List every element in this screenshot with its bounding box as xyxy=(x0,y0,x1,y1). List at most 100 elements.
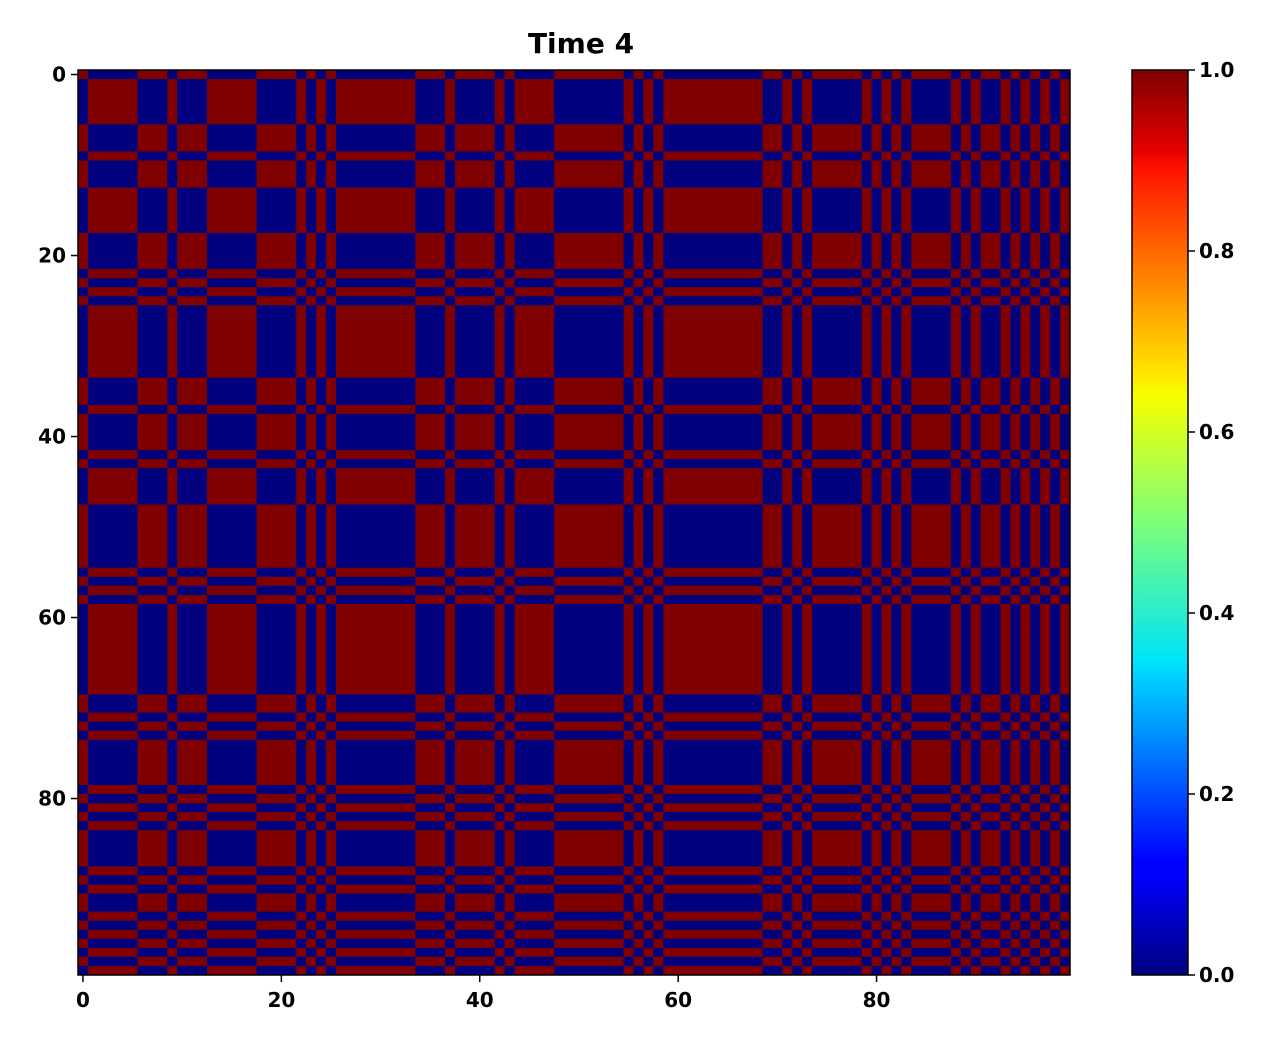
heatmap-cell-run xyxy=(1010,920,1021,931)
heatmap-cell-run xyxy=(504,169,515,180)
heatmap-cell-run xyxy=(871,794,883,804)
heatmap-cell-run xyxy=(306,631,317,641)
heatmap-cell-run xyxy=(1030,314,1041,324)
heatmap-cell-run xyxy=(653,187,664,198)
heatmap-cell-run xyxy=(861,549,873,560)
heatmap-cell-run xyxy=(960,196,972,207)
heatmap-cell-run xyxy=(960,106,972,116)
heatmap-cell-run xyxy=(881,97,892,107)
heatmap-cell-run xyxy=(950,549,962,560)
heatmap-cell-run xyxy=(802,205,813,216)
heatmap-cell-run xyxy=(335,386,416,397)
heatmap-cell-run xyxy=(306,368,317,379)
heatmap-cell-run xyxy=(137,260,168,270)
heatmap-cell-run xyxy=(504,585,515,596)
heatmap-cell-run xyxy=(335,359,416,370)
heatmap-cell-run xyxy=(1030,522,1041,533)
heatmap-cell-run xyxy=(762,875,783,885)
heatmap-cell-run xyxy=(454,667,496,677)
heatmap-cell-run xyxy=(177,956,208,967)
heatmap-cell-run xyxy=(1000,622,1011,632)
heatmap-cell-run xyxy=(494,812,506,822)
heatmap-cell-run xyxy=(335,205,416,216)
heatmap-cell-run xyxy=(633,549,644,560)
heatmap-cell-run xyxy=(980,223,1002,234)
heatmap-cell-run xyxy=(335,576,416,587)
heatmap-cell-run xyxy=(177,205,208,216)
heatmap-cell-run xyxy=(137,965,168,976)
heatmap-cell-run xyxy=(554,739,625,750)
heatmap-cell-run xyxy=(445,631,456,641)
heatmap-cell-run xyxy=(1020,278,1031,288)
heatmap-cell-run xyxy=(494,477,506,487)
heatmap-cell-run xyxy=(970,178,982,189)
heatmap-cell-run xyxy=(1060,884,1071,895)
heatmap-cell-run xyxy=(1010,70,1021,80)
heatmap-cell-run xyxy=(1060,730,1071,741)
heatmap-cell-run xyxy=(881,422,892,433)
x-tick-label: 40 xyxy=(466,988,494,1012)
heatmap-cell-run xyxy=(950,848,962,858)
heatmap-cell-run xyxy=(802,603,813,614)
heatmap-cell-run xyxy=(177,450,208,460)
heatmap-cell-run xyxy=(782,468,793,478)
heatmap-cell-run xyxy=(901,549,912,560)
heatmap-cell-run xyxy=(326,305,337,315)
heatmap-cell-run xyxy=(1020,332,1031,342)
heatmap-cell-run xyxy=(871,97,883,107)
heatmap-cell-run xyxy=(653,205,664,216)
heatmap-cell-run xyxy=(960,513,972,523)
heatmap-cell-run xyxy=(316,477,327,487)
heatmap-cell-run xyxy=(504,947,515,958)
heatmap-cell-run xyxy=(861,558,873,569)
heatmap-cell-run xyxy=(335,178,416,189)
heatmap-cell-run xyxy=(415,205,446,216)
heatmap-cell-run xyxy=(1020,875,1031,885)
heatmap-cell-run xyxy=(78,477,89,487)
heatmap-cell-run xyxy=(206,694,258,704)
heatmap-cell-run xyxy=(454,205,496,216)
heatmap-cell-run xyxy=(980,314,1002,324)
heatmap-cell-run xyxy=(1040,631,1051,641)
heatmap-cell-run xyxy=(137,450,168,460)
heatmap-cell-run xyxy=(415,649,446,659)
heatmap-cell-run xyxy=(1060,196,1071,207)
heatmap-cell-run xyxy=(881,667,892,677)
heatmap-cell-run xyxy=(454,613,496,623)
heatmap-cell-run xyxy=(554,79,625,89)
heatmap-cell-run xyxy=(1020,938,1031,949)
heatmap-cell-run xyxy=(445,929,456,940)
heatmap-cell-run xyxy=(514,893,555,904)
heatmap-cell-run xyxy=(643,359,654,370)
heatmap-cell-run xyxy=(871,956,883,967)
heatmap-cell-run xyxy=(802,875,813,885)
heatmap-cell-run xyxy=(78,422,89,433)
heatmap-cell-run xyxy=(960,956,972,967)
heatmap-cell-run xyxy=(663,432,763,442)
heatmap-cell-run xyxy=(970,712,982,723)
heatmap-cell-run xyxy=(633,839,644,849)
heatmap-cell-run xyxy=(812,359,863,370)
heatmap-cell-run xyxy=(504,676,515,686)
heatmap-cell-run xyxy=(950,585,962,596)
heatmap-cell-run xyxy=(970,965,982,976)
heatmap-cell-run xyxy=(980,857,1002,867)
heatmap-cell-run xyxy=(1030,513,1041,523)
heatmap-cell-run xyxy=(1030,803,1041,813)
heatmap-cell-run xyxy=(87,622,139,632)
heatmap-cell-run xyxy=(871,196,883,207)
heatmap-cell-run xyxy=(177,649,208,659)
heatmap-cell-run xyxy=(792,450,803,460)
heatmap-cell-run xyxy=(1010,884,1021,895)
heatmap-cell-run xyxy=(1050,676,1061,686)
heatmap-cell-run xyxy=(335,106,416,116)
heatmap-cell-run xyxy=(891,459,902,469)
heatmap-cell-run xyxy=(891,857,902,867)
heatmap-cell-run xyxy=(167,513,178,523)
heatmap-cell-run xyxy=(623,88,635,98)
heatmap-cell-run xyxy=(1040,278,1051,288)
heatmap-cell-run xyxy=(316,884,327,895)
heatmap-cell-run xyxy=(623,142,635,152)
heatmap-cell-run xyxy=(454,540,496,551)
heatmap-cell-run xyxy=(554,558,625,569)
